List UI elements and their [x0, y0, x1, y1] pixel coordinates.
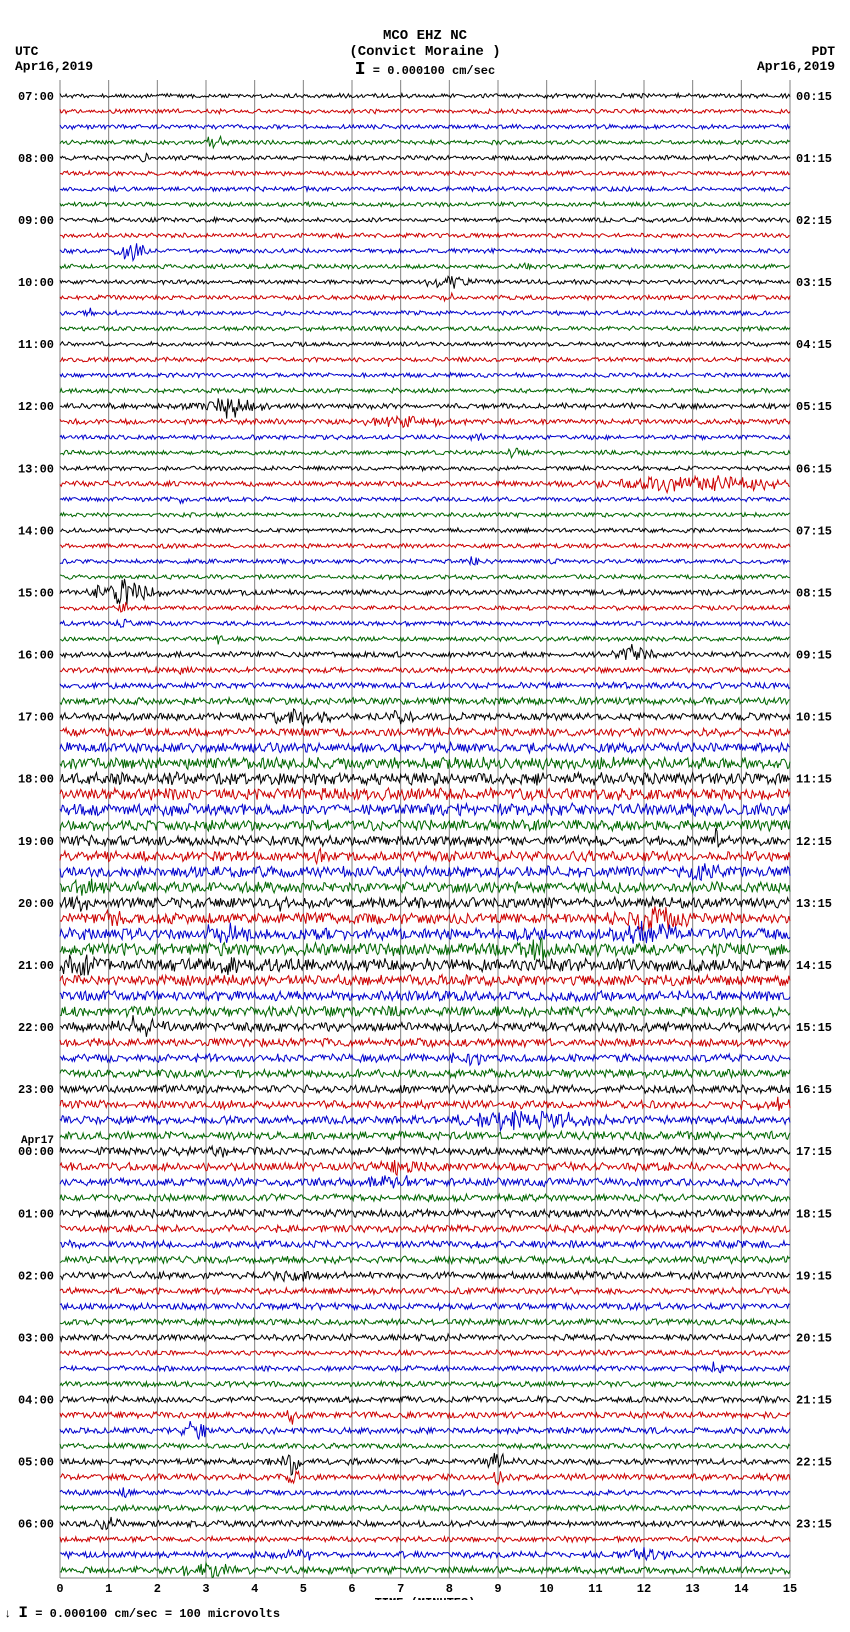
header-left-block: UTC Apr16,2019 [15, 44, 93, 74]
svg-text:22:15: 22:15 [796, 1456, 832, 1470]
station-label: MCO EHZ NC [349, 28, 500, 44]
svg-text:07:00: 07:00 [18, 90, 54, 104]
svg-text:10:00: 10:00 [18, 276, 54, 290]
svg-text:6: 6 [348, 1582, 355, 1596]
svg-text:14:15: 14:15 [796, 959, 832, 973]
svg-text:3: 3 [202, 1582, 209, 1596]
svg-text:05:15: 05:15 [796, 400, 832, 414]
svg-text:10:15: 10:15 [796, 711, 832, 725]
svg-text:08:00: 08:00 [18, 152, 54, 166]
date-right-label: Apr16,2019 [757, 59, 835, 74]
svg-text:9: 9 [494, 1582, 501, 1596]
svg-text:04:00: 04:00 [18, 1394, 54, 1408]
svg-text:08:15: 08:15 [796, 586, 832, 600]
location-label: (Convict Moraine ) [349, 44, 500, 60]
svg-text:17:15: 17:15 [796, 1145, 832, 1159]
svg-text:05:00: 05:00 [18, 1456, 54, 1470]
svg-text:TIME (MINUTES): TIME (MINUTES) [375, 1596, 476, 1600]
footer-scale-text: = 0.000100 cm/sec = 100 microvolts [28, 1607, 280, 1621]
svg-text:09:15: 09:15 [796, 649, 832, 663]
svg-text:23:15: 23:15 [796, 1518, 832, 1532]
svg-text:11: 11 [588, 1582, 602, 1596]
svg-text:11:15: 11:15 [796, 773, 832, 787]
svg-text:14: 14 [734, 1582, 748, 1596]
chart-footer: ↓ I = 0.000100 cm/sec = 100 microvolts [0, 1600, 850, 1632]
svg-text:09:00: 09:00 [18, 214, 54, 228]
svg-text:1: 1 [105, 1582, 112, 1596]
svg-text:21:15: 21:15 [796, 1394, 832, 1408]
svg-text:4: 4 [251, 1582, 258, 1596]
tz-right-label: PDT [757, 44, 835, 59]
chart-header: UTC Apr16,2019 MCO EHZ NC (Convict Morai… [0, 0, 850, 80]
scale-bar-icon: I [355, 60, 366, 80]
svg-text:10: 10 [539, 1582, 553, 1596]
svg-text:22:00: 22:00 [18, 1021, 54, 1035]
svg-text:2: 2 [154, 1582, 161, 1596]
svg-text:15: 15 [783, 1582, 797, 1596]
svg-text:00:00: 00:00 [18, 1145, 54, 1159]
svg-text:12: 12 [637, 1582, 651, 1596]
svg-text:15:00: 15:00 [18, 586, 54, 600]
svg-text:19:15: 19:15 [796, 1269, 832, 1283]
helicorder-chart: 0123456789101112131415TIME (MINUTES)07:0… [0, 80, 850, 1600]
svg-text:11:00: 11:00 [18, 338, 54, 352]
svg-text:03:00: 03:00 [18, 1331, 54, 1345]
svg-text:21:00: 21:00 [18, 959, 54, 973]
svg-text:03:15: 03:15 [796, 276, 832, 290]
svg-text:01:00: 01:00 [18, 1207, 54, 1221]
svg-text:19:00: 19:00 [18, 835, 54, 849]
svg-text:0: 0 [56, 1582, 63, 1596]
scale-value: = 0.000100 cm/sec [366, 64, 496, 78]
svg-text:00:15: 00:15 [796, 90, 832, 104]
svg-text:14:00: 14:00 [18, 524, 54, 538]
svg-text:04:15: 04:15 [796, 338, 832, 352]
svg-text:18:00: 18:00 [18, 773, 54, 787]
svg-text:16:00: 16:00 [18, 649, 54, 663]
svg-text:8: 8 [446, 1582, 453, 1596]
tz-left-label: UTC [15, 44, 93, 59]
svg-text:06:00: 06:00 [18, 1518, 54, 1532]
svg-text:16:15: 16:15 [796, 1083, 832, 1097]
svg-text:13:15: 13:15 [796, 897, 832, 911]
scale-indicator: I = 0.000100 cm/sec [349, 60, 500, 80]
svg-text:18:15: 18:15 [796, 1207, 832, 1221]
footer-tick-icon: ↓ [4, 1607, 11, 1621]
svg-text:7: 7 [397, 1582, 404, 1596]
header-right-block: PDT Apr16,2019 [757, 44, 835, 74]
svg-text:12:00: 12:00 [18, 400, 54, 414]
svg-text:20:00: 20:00 [18, 897, 54, 911]
footer-bar-icon: I [18, 1604, 28, 1622]
header-center-block: MCO EHZ NC (Convict Moraine ) I = 0.0001… [349, 28, 500, 80]
svg-text:23:00: 23:00 [18, 1083, 54, 1097]
svg-text:12:15: 12:15 [796, 835, 832, 849]
svg-text:15:15: 15:15 [796, 1021, 832, 1035]
svg-text:02:15: 02:15 [796, 214, 832, 228]
svg-text:07:15: 07:15 [796, 524, 832, 538]
svg-text:5: 5 [300, 1582, 307, 1596]
svg-text:01:15: 01:15 [796, 152, 832, 166]
svg-text:02:00: 02:00 [18, 1269, 54, 1283]
svg-text:13:00: 13:00 [18, 462, 54, 476]
svg-text:20:15: 20:15 [796, 1331, 832, 1345]
svg-text:13: 13 [685, 1582, 699, 1596]
svg-text:06:15: 06:15 [796, 462, 832, 476]
date-left-label: Apr16,2019 [15, 59, 93, 74]
svg-text:17:00: 17:00 [18, 711, 54, 725]
